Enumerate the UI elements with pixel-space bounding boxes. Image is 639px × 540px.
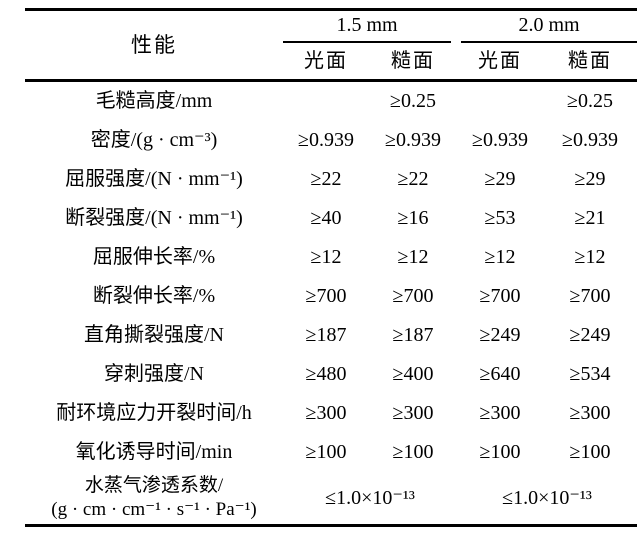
row-label: 氧化诱导时间/min <box>75 441 233 463</box>
row-label: 直角撕裂强度/N <box>84 324 224 346</box>
cell-value-span-2-0mm: ≤1.0×10⁻¹³ <box>502 486 592 509</box>
cell-value <box>457 82 543 121</box>
table-row: 直角撕裂强度/N ≥187 ≥187 ≥249 ≥249 <box>25 316 637 355</box>
header-subcol-textured-1-5: 糙面 <box>391 49 435 72</box>
cell-value: ≥53 <box>484 207 516 229</box>
cell-value: ≥640 <box>479 363 521 385</box>
cell-value: ≥12 <box>484 246 516 268</box>
table-body: 毛糙高度/mm ≥0.25 ≥0.25 密度/(g · cm⁻³) ≥0.939… <box>25 82 637 527</box>
header-subcol-smooth-1-5: 光面 <box>304 49 348 72</box>
cell-value: ≥187 <box>392 324 434 346</box>
row-label-line-1: 水蒸气渗透系数/ <box>84 475 224 497</box>
table-row: 穿刺强度/N ≥480 ≥400 ≥640 ≥534 <box>25 355 637 394</box>
cell-value: ≥400 <box>392 363 434 385</box>
cell-value: ≥700 <box>569 285 611 307</box>
cell-value: ≥0.939 <box>298 129 354 151</box>
table-row: 耐环境应力开裂时间/h ≥300 ≥300 ≥300 ≥300 <box>25 394 637 433</box>
header-group-1-5mm: 1.5 mm <box>283 11 451 43</box>
table-row: 毛糙高度/mm ≥0.25 ≥0.25 <box>25 82 637 121</box>
cell-value: ≥249 <box>479 324 521 346</box>
table-row: 断裂伸长率/% ≥700 ≥700 ≥700 ≥700 <box>25 277 637 316</box>
row-label: 屈服伸长率/% <box>92 246 216 268</box>
cell-value: ≥0.25 <box>390 90 436 112</box>
cell-value: ≥12 <box>397 246 429 268</box>
cell-value: ≥534 <box>569 363 611 385</box>
table-row: 氧化诱导时间/min ≥100 ≥100 ≥100 ≥100 <box>25 433 637 472</box>
cell-value-span-1-5mm: ≤1.0×10⁻¹³ <box>325 486 415 509</box>
cell-value: ≥300 <box>569 402 611 424</box>
row-label-line-2: (g · cm · cm⁻¹ · s⁻¹ · Pa⁻¹) <box>51 499 257 520</box>
cell-value: ≥29 <box>484 168 516 190</box>
cell-value: ≥12 <box>574 246 606 268</box>
cell-value: ≥12 <box>310 246 342 268</box>
cell-value <box>283 82 369 121</box>
row-label: 密度/(g · cm⁻³) <box>90 129 218 151</box>
cell-value: ≥100 <box>569 441 611 463</box>
header-subcol-textured-2-0: 糙面 <box>568 49 612 72</box>
cell-value: ≥100 <box>479 441 521 463</box>
cell-value: ≥40 <box>310 207 342 229</box>
row-label: 断裂强度/(N · mm⁻¹) <box>65 207 243 229</box>
cell-value: ≥0.939 <box>385 129 441 151</box>
spec-table: 性能 1.5 mm 2.0 mm 光面 糙面 光面 糙面 毛糙高度/mm ≥0.… <box>25 8 637 527</box>
cell-value: ≥700 <box>479 285 521 307</box>
table-row: 水蒸气渗透系数/ (g · cm · cm⁻¹ · s⁻¹ · Pa⁻¹) ≤1… <box>25 472 637 524</box>
cell-value: ≥0.939 <box>472 129 528 151</box>
cell-value: ≥300 <box>392 402 434 424</box>
cell-value: ≥300 <box>305 402 347 424</box>
cell-value: ≥16 <box>397 207 429 229</box>
header-group-2-0mm: 2.0 mm <box>461 11 637 43</box>
table-row: 屈服伸长率/% ≥12 ≥12 ≥12 ≥12 <box>25 238 637 277</box>
cell-value: ≥249 <box>569 324 611 346</box>
table-header: 性能 1.5 mm 2.0 mm 光面 糙面 光面 糙面 <box>25 11 637 82</box>
cell-value: ≥480 <box>305 363 347 385</box>
cell-value: ≥700 <box>305 285 347 307</box>
cell-value: ≥187 <box>305 324 347 346</box>
table-row: 屈服强度/(N · mm⁻¹) ≥22 ≥22 ≥29 ≥29 <box>25 160 637 199</box>
table-row: 密度/(g · cm⁻³) ≥0.939 ≥0.939 ≥0.939 ≥0.93… <box>25 121 637 160</box>
row-label: 断裂伸长率/% <box>92 285 216 307</box>
cell-value: ≥300 <box>479 402 521 424</box>
cell-value: ≥29 <box>574 168 606 190</box>
header-property-label: 性能 <box>131 32 177 57</box>
cell-value: ≥22 <box>310 168 342 190</box>
cell-value: ≥0.25 <box>567 90 613 112</box>
cell-value: ≥100 <box>305 441 347 463</box>
row-label: 穿刺强度/N <box>104 363 204 385</box>
row-label: 水蒸气渗透系数/ (g · cm · cm⁻¹ · s⁻¹ · Pa⁻¹) <box>25 472 283 524</box>
row-label: 耐环境应力开裂时间/h <box>56 402 252 424</box>
header-subcol-smooth-2-0: 光面 <box>478 49 522 72</box>
table-row: 断裂强度/(N · mm⁻¹) ≥40 ≥16 ≥53 ≥21 <box>25 199 637 238</box>
cell-value: ≥100 <box>392 441 434 463</box>
cell-value: ≥22 <box>397 168 429 190</box>
cell-value: ≥700 <box>392 285 434 307</box>
cell-value: ≥21 <box>574 207 606 229</box>
row-label: 屈服强度/(N · mm⁻¹) <box>65 168 243 190</box>
row-label: 毛糙高度/mm <box>95 90 213 112</box>
cell-value: ≥0.939 <box>562 129 618 151</box>
